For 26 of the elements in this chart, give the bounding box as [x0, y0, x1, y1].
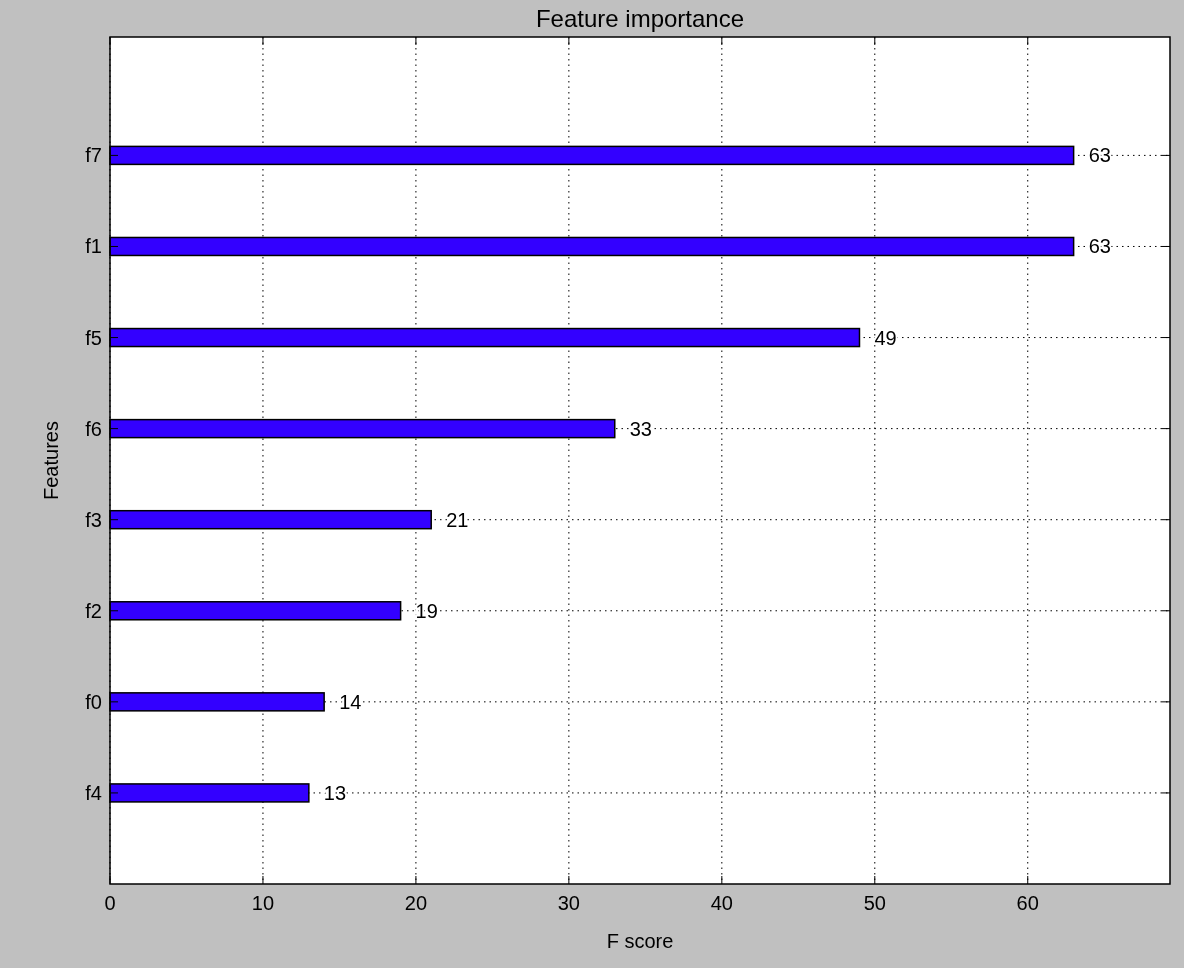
x-tick-label: 60 [1016, 892, 1039, 914]
data-label: 33 [629, 417, 653, 440]
chart-title: Feature importance [535, 5, 745, 32]
y-tick-label: f5 [85, 326, 102, 349]
data-label: 21 [446, 508, 469, 531]
y-tick-label: f6 [85, 417, 102, 440]
y-tick-label: f4 [85, 781, 102, 804]
y-tick-label: f2 [85, 599, 102, 622]
data-label: 63 [1088, 235, 1111, 258]
data-label: 19 [415, 599, 438, 622]
x-axis-title: F score [606, 930, 674, 952]
x-tick-label: 40 [710, 892, 733, 914]
data-label: 49 [874, 326, 897, 349]
x-tick-label: 30 [557, 892, 580, 914]
y-tick-label: f7 [85, 144, 102, 167]
data-label: 14 [339, 690, 362, 713]
y-tick-label: f3 [85, 508, 102, 531]
data-label: 63 [1088, 144, 1111, 167]
y-tick-label: f1 [85, 235, 102, 258]
x-tick-label: 50 [863, 892, 886, 914]
data-label: 13 [323, 781, 347, 804]
x-tick-label: 20 [404, 892, 428, 914]
y-axis-title: Features [40, 421, 62, 500]
y-tick-label: f0 [85, 690, 102, 713]
x-tick-label: 10 [251, 892, 275, 914]
x-tick-label: 0 [104, 892, 116, 914]
